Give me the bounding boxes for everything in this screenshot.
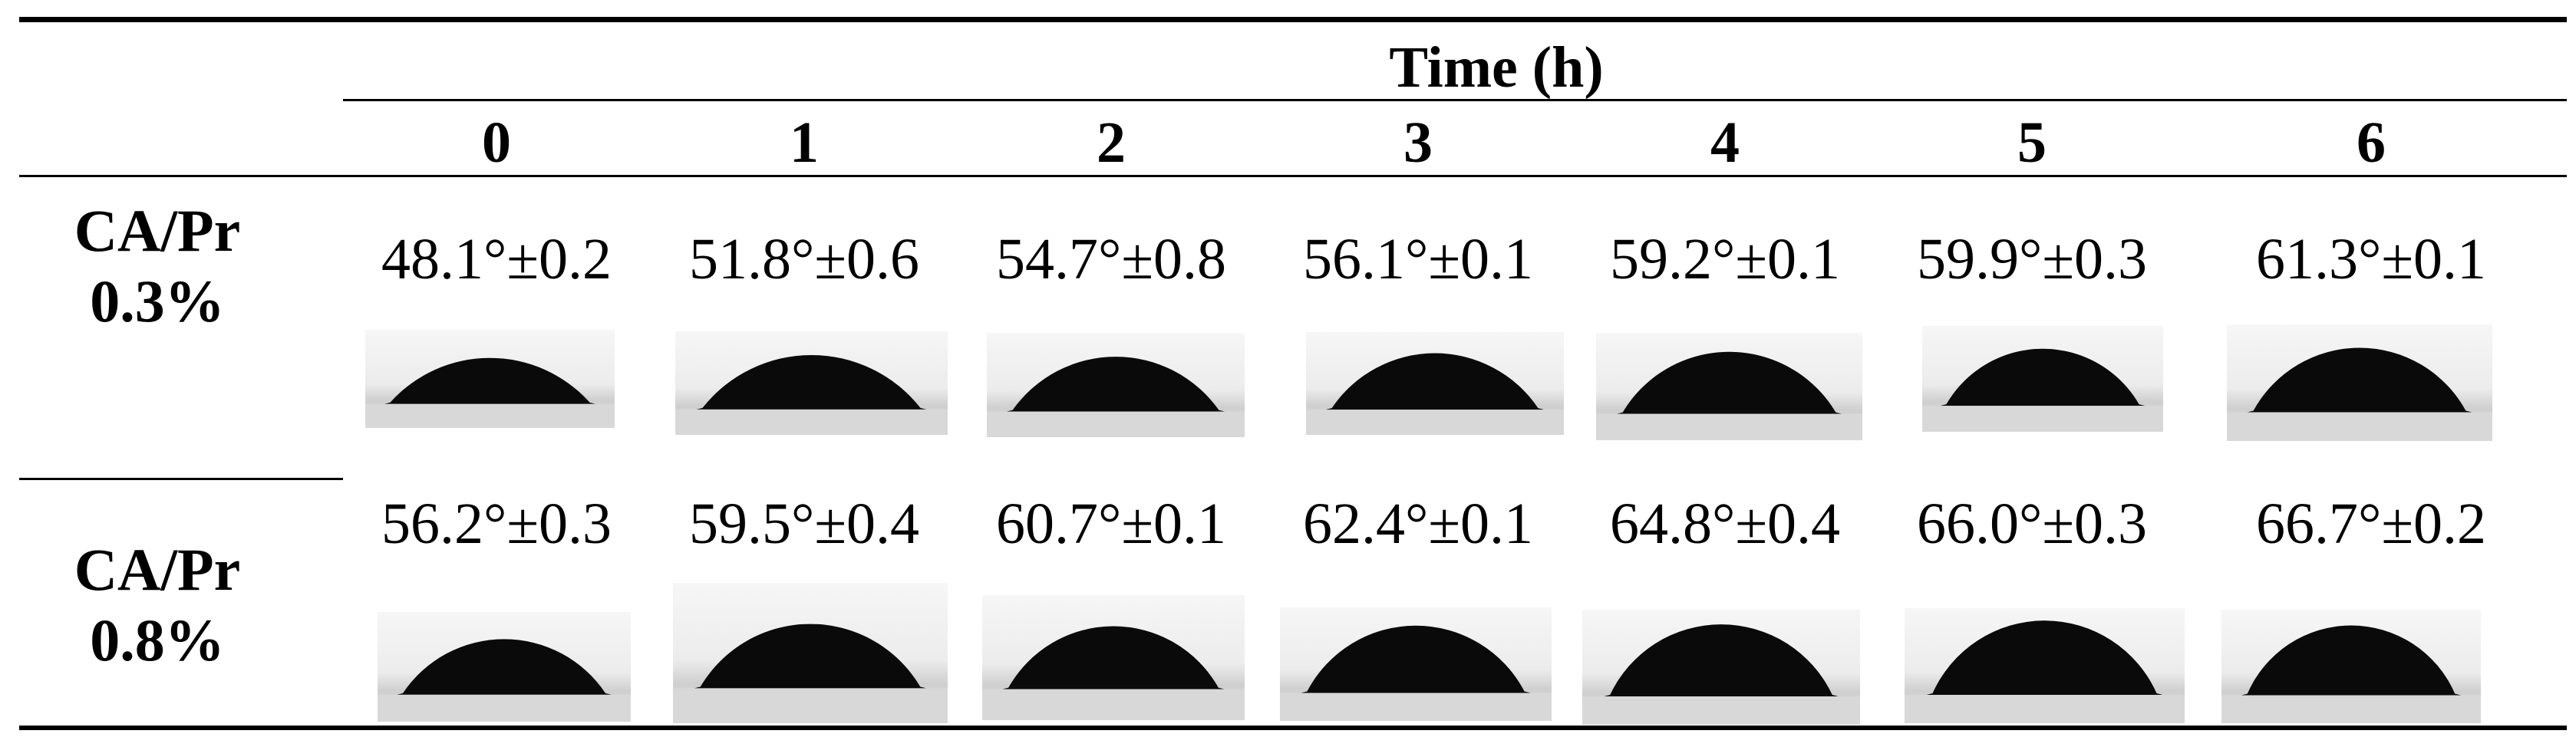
substrate-surface [2227, 412, 2492, 441]
droplet-photo [982, 595, 1245, 720]
contact-angle-value: 56.1°±0.1 [1302, 227, 1534, 291]
row-label-line2: 0.3% [90, 268, 225, 334]
substrate-surface [1582, 696, 1860, 725]
droplet-shape [1301, 625, 1531, 693]
column-header-6: 6 [2357, 110, 2386, 175]
column-header-4: 4 [1710, 110, 1740, 175]
droplet-shape [696, 354, 927, 410]
substrate-surface [1306, 410, 1564, 435]
contact-angle-value: 51.8°±0.6 [688, 227, 920, 291]
row-label-line2: 0.8% [90, 607, 225, 673]
row-label-line1: CA/Pr [74, 536, 241, 603]
contact-angle-value: 66.7°±0.2 [2255, 492, 2487, 556]
droplet-photo [987, 333, 1245, 437]
droplet-shape [384, 357, 596, 404]
droplet-photo [1582, 610, 1860, 725]
substrate-surface [365, 403, 615, 428]
droplet-photo [365, 330, 615, 428]
droplet-shape [2241, 625, 2462, 696]
droplet-photo [1280, 607, 1552, 721]
column-header-0: 0 [482, 110, 511, 175]
droplet-shape [1616, 351, 1842, 414]
droplet-photo [675, 331, 948, 435]
table-bottom-rule [19, 726, 2567, 730]
contact-angle-value: 62.4°±0.1 [1302, 492, 1534, 556]
contact-angle-value: 61.3°±0.1 [2255, 227, 2487, 291]
column-header-3: 3 [1403, 110, 1433, 175]
droplet-shape [1940, 348, 2146, 406]
substrate-surface [1596, 413, 1862, 440]
row-label-line1: CA/Pr [74, 197, 241, 264]
droplet-photo [2227, 324, 2492, 441]
contact-angle-value: 54.7°±0.8 [995, 227, 1227, 291]
substrate-surface [1922, 406, 2163, 432]
substrate-surface [1905, 695, 2185, 723]
substrate-surface [987, 411, 1245, 437]
droplet-photo [1905, 608, 2185, 723]
row-label-ca-pr-0.3: CA/Pr 0.3% [54, 196, 261, 337]
droplet-photo [1306, 332, 1564, 435]
droplet-photo [1596, 333, 1862, 440]
row-divider-rule [19, 478, 343, 480]
column-header-1: 1 [790, 110, 819, 175]
droplet-photo [673, 583, 948, 723]
droplet-shape [397, 639, 612, 695]
substrate-surface [675, 409, 948, 435]
droplet-photo [1922, 326, 2163, 432]
droplet-photo [2221, 610, 2481, 723]
column-header-2: 2 [1097, 110, 1126, 175]
droplet-shape [1325, 353, 1545, 410]
contact-angle-value: 64.8°±0.4 [1609, 492, 1841, 556]
droplet-shape [1002, 626, 1225, 689]
contact-angle-value: 60.7°±0.1 [995, 492, 1227, 556]
substrate-surface [673, 688, 948, 723]
contact-angle-value: 56.2°±0.3 [381, 492, 612, 556]
substrate-surface [982, 689, 1245, 720]
contact-angle-value: 59.9°±0.3 [1916, 227, 2148, 291]
contact-angle-value: 59.5°±0.4 [688, 492, 920, 556]
contact-angle-value: 59.2°±0.1 [1609, 227, 1841, 291]
contact-angle-value: 66.0°±0.3 [1916, 492, 2148, 556]
header-bottom-rule [19, 175, 2567, 177]
row-label-ca-pr-0.8: CA/Pr 0.8% [54, 535, 261, 676]
droplet-shape [1604, 624, 1839, 696]
substrate-surface [1280, 693, 1552, 721]
time-group-rule [343, 99, 2567, 101]
droplet-shape [2247, 347, 2472, 413]
substrate-surface [2221, 695, 2481, 723]
table-top-rule [19, 17, 2567, 22]
droplet-shape [1926, 620, 2163, 695]
column-header-5: 5 [2017, 110, 2047, 175]
droplet-photo [378, 612, 631, 722]
contact-angle-value: 48.1°±0.2 [381, 227, 612, 291]
time-group-header: Time (h) [1389, 35, 1604, 100]
droplet-shape [1006, 357, 1225, 412]
droplet-shape [694, 624, 927, 689]
substrate-surface [378, 694, 631, 722]
